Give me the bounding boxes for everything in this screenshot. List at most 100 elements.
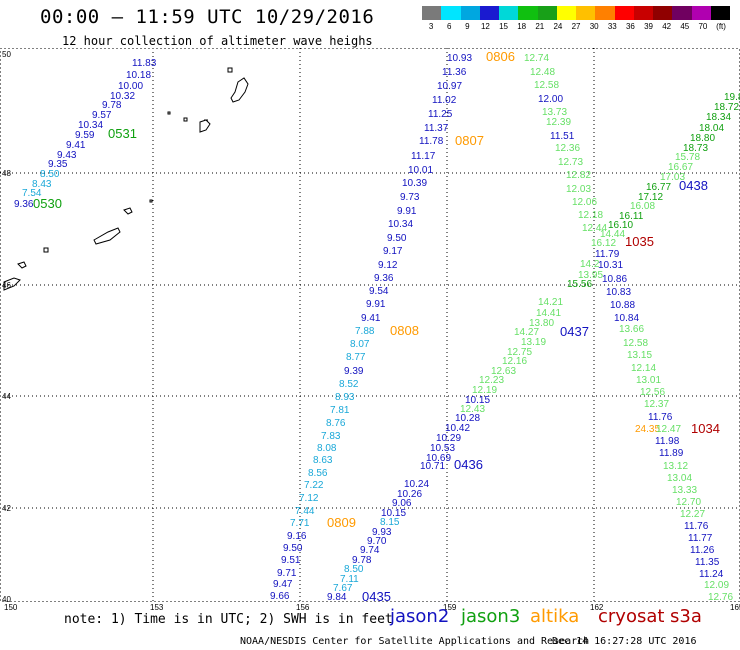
- wave-height-label: 14.44: [600, 229, 625, 240]
- wave-height-label: 11.35: [695, 557, 720, 568]
- wave-height-label: 11.17: [411, 151, 436, 162]
- wave-height-label: 12.27: [680, 509, 705, 520]
- wave-height-label: 9.70: [367, 536, 387, 547]
- wave-height-label: 12.70: [676, 497, 701, 508]
- pass-time-label: 0438: [679, 178, 708, 193]
- legend-label: 39: [644, 22, 654, 31]
- wave-height-label: 7.88: [355, 326, 375, 337]
- lon-tick-label: 159: [443, 603, 457, 612]
- legend-label: (ft): [716, 22, 726, 31]
- wave-height-label: 12.23: [479, 375, 504, 386]
- wave-height-label: 8.08: [317, 443, 337, 454]
- legend-label: 24: [553, 22, 563, 31]
- wave-height-label: 10.84: [614, 313, 639, 324]
- wave-height-label: 12.37: [644, 399, 669, 410]
- lat-tick-label: 40: [2, 595, 11, 604]
- lat-tick-label: 42: [2, 504, 11, 513]
- wave-height-label: 12.16: [502, 356, 527, 367]
- wave-height-label: 12.73: [558, 157, 583, 168]
- wave-height-label: 10.29: [436, 433, 461, 444]
- pass-time-label: 0435: [362, 589, 391, 604]
- wave-height-label: 11.78: [419, 136, 444, 147]
- wave-height-label: 11.37: [424, 123, 449, 134]
- legend-cryosat: cryosat: [598, 606, 665, 627]
- footer-timestamp: Dec 14 16:27:28 UTC 2016: [552, 636, 697, 647]
- wave-height-label: 8.07: [350, 339, 370, 350]
- legend-label: 30: [589, 22, 599, 31]
- island-7: [93, 227, 121, 245]
- pass-time-labels: 0531 0530 0806 0807 0438 1035 0808 0437 1034 0436…: [33, 49, 720, 604]
- wave-height-label: 16.77: [646, 182, 671, 193]
- legend-label: 6: [446, 22, 452, 31]
- pass-time-label: 0806: [486, 49, 515, 64]
- wave-height-label: 14.21: [538, 297, 563, 308]
- island-1: [227, 67, 233, 73]
- lat-tick-label: 46: [2, 281, 11, 290]
- legend-s3a: s3a: [670, 606, 702, 627]
- wave-height-label: 8.15: [380, 517, 400, 528]
- wave-height-label: 11.89: [659, 448, 684, 459]
- wave-height-label: 8.76: [326, 418, 346, 429]
- legend-altika: altika: [530, 606, 580, 627]
- wave-height-label: 10.83: [606, 287, 631, 298]
- wave-height-label: 11.25: [428, 109, 453, 120]
- legend-swatch: [518, 6, 538, 20]
- wave-height-label: 11.51: [550, 131, 575, 142]
- wave-height-label: 24.35: [635, 424, 660, 435]
- wave-height-label: 8.93: [335, 392, 355, 403]
- coastline: [3, 67, 249, 291]
- lat-tick-label: 48: [2, 169, 11, 178]
- wave-height-label: 10.34: [78, 120, 103, 131]
- legend-label: 33: [607, 22, 617, 31]
- wave-height-label: 10.15: [465, 395, 490, 406]
- wave-height-label: 8.56: [308, 468, 328, 479]
- wave-height-label: 10.26: [397, 489, 422, 500]
- wave-height-label: 9.59: [75, 130, 95, 141]
- legend-label: 42: [662, 22, 672, 31]
- island-12: [183, 117, 188, 122]
- legend-swatch: [441, 6, 461, 20]
- wave-height-label: 11.02: [432, 95, 457, 106]
- wave-height-label: 9.93: [372, 527, 392, 538]
- legend-label: 70: [698, 22, 708, 31]
- wave-height-label: 11.26: [690, 545, 715, 556]
- island-8: [43, 247, 49, 253]
- wave-height-label: 10.53: [430, 443, 455, 454]
- lat-lon-grid: [0, 48, 740, 602]
- wave-height-label: 10.01: [408, 165, 433, 176]
- legend-label: 45: [680, 22, 690, 31]
- wave-height-label: 12.14: [631, 363, 656, 374]
- legend-labels: 3 6 9 12 15 18 21 24 27 30 33 36 39 42 45 70 (ft): [422, 22, 730, 31]
- wave-height-label: 9.50: [387, 233, 407, 244]
- wave-height-label: 18.34: [706, 112, 731, 123]
- legend-swatch: [556, 6, 576, 20]
- lon-tick-label: 150: [4, 603, 18, 612]
- wave-height-label: 14.27: [514, 327, 539, 338]
- wave-height-label: 12.58: [534, 80, 559, 91]
- wave-height-label: 12.39: [546, 117, 571, 128]
- island-10: [3, 277, 21, 291]
- wave-height-label: 10.69: [426, 453, 451, 464]
- wave-height-label: 9.91: [397, 206, 417, 217]
- wave-height-label: 10.00: [118, 81, 143, 92]
- wave-height-label: 18.04: [699, 123, 724, 134]
- wave-height-label: 9.54: [369, 286, 389, 297]
- wave-height-label: 17.03: [660, 172, 685, 183]
- color-legend: 3 6 9 12 15 18 21 24 27 30 33 36 39 42 45 70 (ft): [422, 6, 730, 31]
- wave-height-label: 16.10: [608, 220, 633, 231]
- wave-height-label: 9.51: [281, 555, 301, 566]
- island-5: [149, 199, 153, 203]
- wave-height-label: 12.36: [555, 143, 580, 154]
- wave-height-label: 7.54: [22, 188, 42, 199]
- wave-height-label: 9.66: [270, 591, 290, 602]
- island-11: [167, 111, 171, 115]
- wave-height-label: 12.47: [656, 424, 681, 435]
- wave-height-label: 9.78: [352, 555, 372, 566]
- wave-height-label: 12.75: [507, 347, 532, 358]
- wave-height-label: 11.76: [684, 521, 709, 532]
- pass-time-label: 0530: [33, 196, 62, 211]
- wave-height-label: 12.63: [491, 366, 516, 377]
- wave-height-label: 7.11: [340, 574, 359, 585]
- wave-height-label: 9.06: [392, 498, 412, 509]
